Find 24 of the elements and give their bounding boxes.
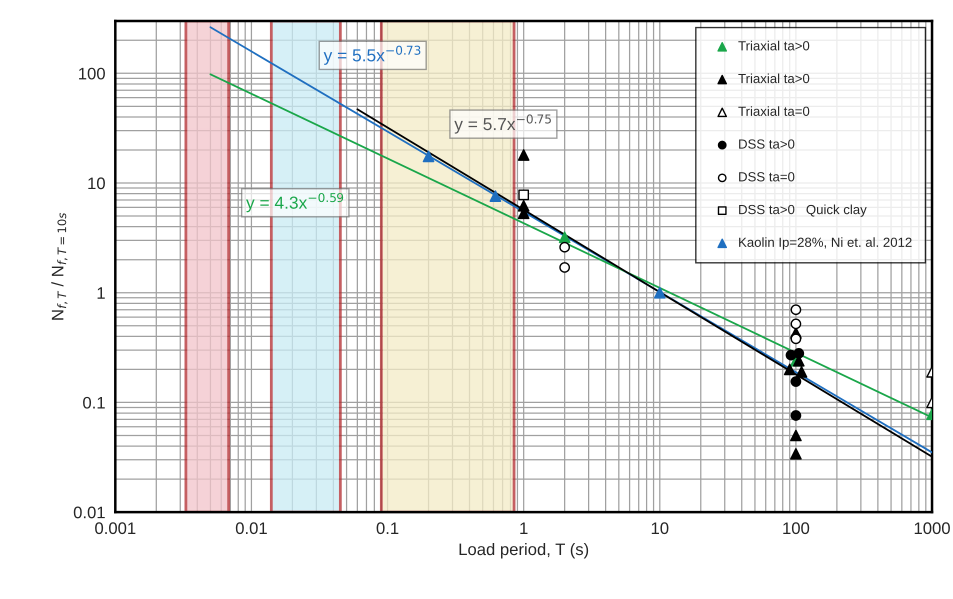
y-tick-label: 0.1 — [83, 396, 105, 409]
y-tick-label: 1 — [98, 287, 105, 299]
legend-label: Triaxial ta>0 — [738, 40, 810, 50]
x-tick-label: 1 — [520, 522, 528, 534]
legend-label: Triaxial ta=0 — [738, 106, 810, 116]
x-tick-label: 0.1 — [376, 522, 398, 534]
annotation: y = 5.7x$^{−0.75}$ — [454, 114, 551, 134]
legend-label: Kaolin Ip=28%, Ni et. al. 2012 — [739, 237, 912, 250]
y-tick-label: 10 — [88, 177, 105, 190]
legend-label: DSS ta>0 — [739, 139, 794, 149]
annotation: y = 4.3x$^{−0.59}$ — [246, 192, 344, 212]
x-tick-label: 100 — [783, 522, 810, 534]
x-tick-label: 0.001 — [95, 522, 136, 534]
x-tick-label: 1000 — [914, 522, 950, 534]
legend-label: Triaxial ta>0 — [738, 74, 810, 84]
y-axis-title: N$_{f,T}$ / N$_{f,T=10s}$ — [51, 212, 68, 320]
x-tick-label: 0.01 — [236, 522, 267, 534]
legend-label: DSS ta=0 — [739, 172, 794, 182]
legend-label: DSS ta>0 Quick clay — [739, 204, 867, 217]
y-tick-label: 100 — [79, 68, 105, 80]
y-tick-label: 0.01 — [74, 506, 105, 518]
x-tick-label: 10 — [652, 522, 668, 534]
annotation: y = 5.5x$^{−0.73}$ — [324, 46, 420, 65]
x-axis-title: Load period, T (s) — [460, 542, 588, 558]
